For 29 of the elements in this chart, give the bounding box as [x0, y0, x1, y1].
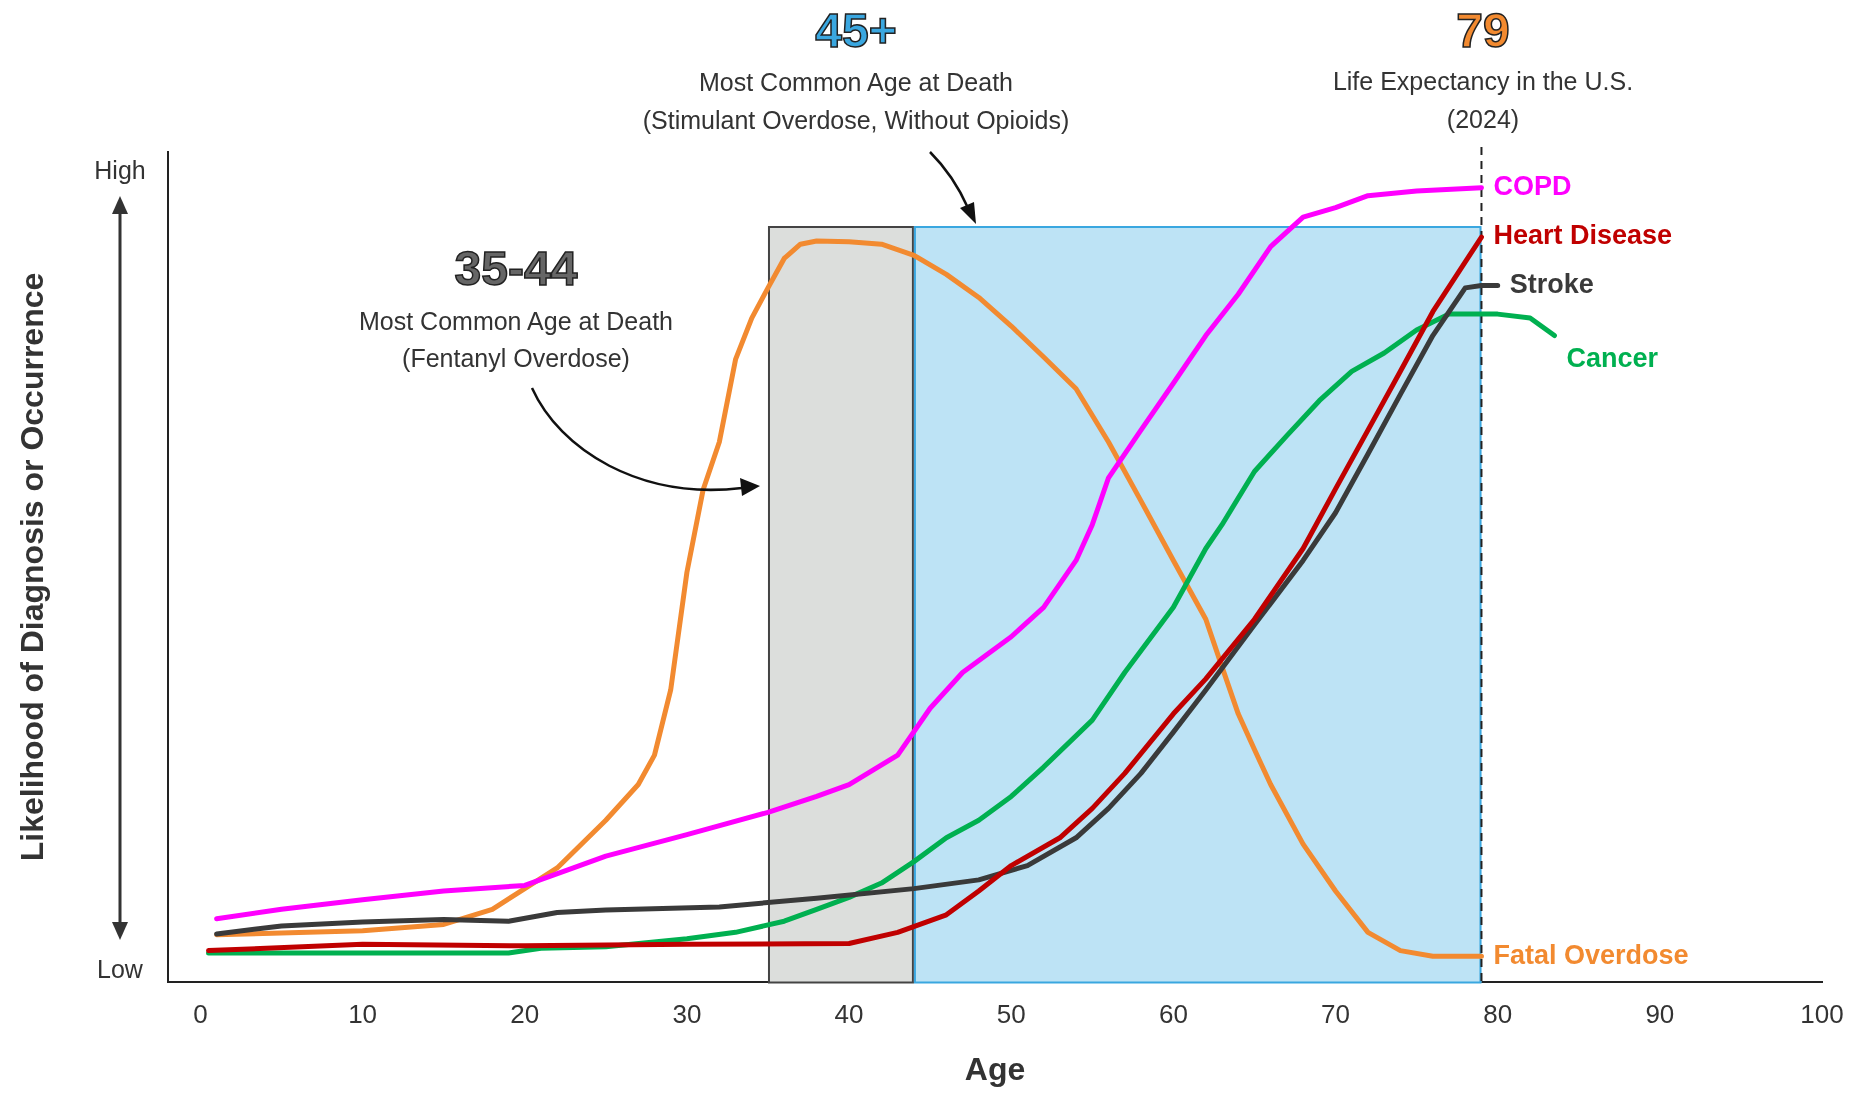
text: (2024) — [1446, 104, 1520, 134]
x-tick-label: 30 — [672, 999, 702, 1030]
series-label: Stroke — [1509, 268, 1594, 299]
ref-line-label: 79 — [1456, 2, 1510, 58]
x-tick-label: 40 — [834, 999, 864, 1030]
x-tick-label: 80 — [1483, 999, 1513, 1030]
x-tick-label: 70 — [1321, 999, 1350, 1030]
x-tick-label: 20 — [510, 999, 540, 1030]
series-label: Cancer — [1566, 343, 1659, 374]
text: (Stimulant Overdose, Without Opioids) — [642, 105, 1070, 135]
x-tick-label: 50 — [996, 999, 1026, 1030]
annotation: (Fentanyl Overdose) — [402, 343, 630, 373]
x-tick-label: 100 — [1800, 999, 1844, 1030]
text: Most Common Age at Death — [698, 67, 1014, 97]
series-label: Fatal Overdose — [1493, 939, 1689, 970]
text: High — [94, 155, 146, 185]
annotation: 35-44 — [454, 240, 578, 296]
x-tick-label: 60 — [1158, 999, 1188, 1030]
text: Low — [97, 954, 143, 984]
x-tick-label: 0 — [193, 999, 208, 1030]
x-axis-title: Age — [964, 1050, 1026, 1087]
annotation: Most Common Age at Death — [358, 306, 674, 336]
y-axis-title: Likelihood of Diagnosis or Occurrence — [13, 272, 51, 862]
x-tick-label: 10 — [348, 999, 378, 1030]
x-tick-label: 90 — [1645, 999, 1675, 1030]
text: 45+ — [815, 2, 897, 58]
text: Life Expectancy in the U.S. — [1332, 66, 1634, 96]
series-label: Heart Disease — [1493, 220, 1673, 251]
series-label: COPD — [1493, 171, 1572, 202]
